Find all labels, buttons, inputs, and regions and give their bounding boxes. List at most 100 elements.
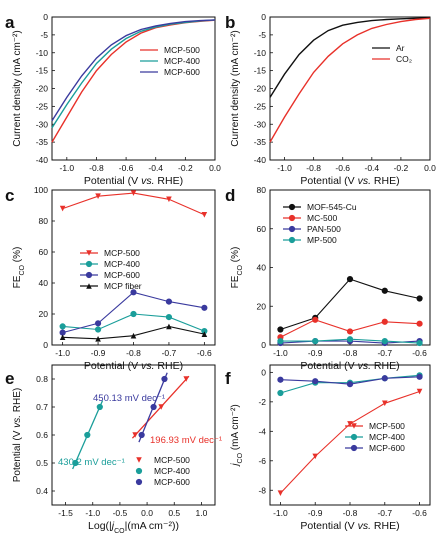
data-point: [346, 328, 354, 335]
legend-marker: [135, 478, 143, 486]
y-tick-label: 0.7: [36, 402, 48, 412]
data-point: [312, 338, 319, 345]
x-tick-label: -0.4: [148, 163, 163, 173]
data-point: [312, 316, 319, 323]
legend-marker: [85, 260, 93, 268]
series-1: [269, 17, 431, 98]
x-tick-label: -1.0: [59, 163, 74, 173]
data-point: [138, 431, 145, 439]
x-tick-label: -0.7: [162, 348, 177, 358]
legend-item: MCP fiber: [80, 281, 142, 291]
series-2: [51, 19, 216, 129]
y-tick-label: -40: [36, 155, 49, 165]
data-point: [84, 431, 91, 439]
slope-annotation: 430.2 mV dec⁻¹: [58, 457, 125, 468]
data-point: [95, 193, 101, 199]
x-tick-label: 0.0: [141, 508, 153, 518]
y-tick-label: -6: [258, 456, 266, 466]
x-axis-label: Log(|jCO|(mA cm⁻²)): [88, 520, 179, 533]
x-tick-label: -0.9: [91, 348, 106, 358]
x-tick-label: -0.8: [126, 348, 141, 358]
legend-label: Ar: [396, 43, 405, 53]
y-tick-label: -30: [36, 119, 49, 129]
series-3: [138, 372, 168, 443]
legend-label: MC-500: [307, 213, 338, 223]
data-point: [94, 326, 102, 333]
series-2: [277, 316, 423, 341]
data-point: [166, 196, 172, 203]
x-tick-label: -0.2: [178, 163, 193, 173]
y-tick-label: -40: [254, 155, 267, 165]
series-1: [59, 190, 208, 218]
series-line: [280, 278, 420, 331]
y-tick-label: -35: [36, 137, 49, 147]
data-point: [277, 389, 284, 397]
panel-d: d -1.0 -0.9 -0.8 -0.7 -0.6 0 20 40 60 80 Potential …: [225, 185, 431, 372]
legend-marker: [136, 457, 142, 463]
y-tick-label: 0: [261, 367, 266, 377]
legend-marker: [351, 423, 357, 429]
panel-a: a -1.0 -0.8 -0.6 -0.4 -0.2 0.0 0 -5 -10 -15 -20 -25 -…: [5, 12, 221, 187]
series-2: [72, 400, 104, 470]
x-tick-label: -1.5: [58, 508, 73, 518]
legend-marker: [350, 444, 358, 452]
y-tick-label: -35: [254, 137, 267, 147]
legend-label: MCP-400: [104, 259, 140, 269]
y-tick-label: -30: [254, 119, 267, 129]
x-tick-label: -0.8: [306, 163, 321, 173]
y-tick-label: -10: [36, 48, 49, 58]
legend-item: MCP-400: [80, 259, 140, 269]
series-line: [51, 19, 216, 129]
legend-label: MCP-400: [154, 466, 190, 476]
legend-item: MOF-545-Cu: [283, 202, 357, 212]
data-point: [416, 320, 423, 327]
legend-label: MCP-500: [154, 455, 190, 465]
x-tick-label: -0.7: [377, 348, 392, 358]
legend-marker: [135, 467, 143, 475]
legend-label: MOF-545-Cu: [307, 202, 357, 212]
y-tick-label: 0: [43, 12, 48, 22]
y-tick-label: 0.4: [36, 486, 48, 496]
data-point: [150, 403, 157, 411]
panel-letter: e: [5, 369, 14, 388]
y-tick-label: -2: [258, 397, 266, 407]
x-tick-label: -0.4: [364, 163, 379, 173]
y-axis-label: Current density (mA cm⁻²): [230, 30, 241, 146]
legend-marker: [350, 433, 358, 441]
x-tick-label: -0.8: [343, 508, 358, 518]
y-axis-label: jCO (mA cm⁻²): [230, 404, 244, 467]
x-axis-label: Potential (V vs. RHE): [84, 360, 183, 372]
x-tick-label: -0.2: [394, 163, 409, 173]
data-point: [381, 400, 388, 407]
legend-item: MCP-600: [345, 443, 405, 453]
legend-label: MCP-500: [104, 248, 140, 258]
legend-marker: [86, 250, 92, 256]
y-tick-label: -25: [36, 101, 49, 111]
x-tick-label: -0.9: [308, 508, 323, 518]
y-tick-label: 0: [261, 12, 266, 22]
data-point: [94, 320, 102, 327]
panel-letter: d: [225, 186, 235, 205]
series-line: [269, 17, 431, 143]
plot-frame: [269, 189, 431, 346]
legend-item: MCP-400: [135, 466, 190, 476]
plot-frame: [51, 16, 216, 161]
y-tick-label: 40: [39, 278, 49, 288]
x-tick-label: -0.6: [412, 348, 427, 358]
x-tick-label: 0.0: [424, 163, 436, 173]
y-tick-label: 0.6: [36, 430, 48, 440]
series-4: [59, 323, 208, 342]
data-point: [312, 378, 319, 385]
x-tick-label: 0.0: [209, 163, 221, 173]
y-axis-label: FECO (%): [12, 247, 26, 289]
series-3: [51, 19, 216, 122]
data-point: [158, 404, 165, 410]
data-point: [381, 338, 388, 345]
panel-letter: a: [5, 13, 15, 32]
y-tick-label: -20: [254, 84, 267, 94]
x-axis-label: Potential (V vs. RHE): [300, 175, 399, 187]
legend-item: MCP-400: [345, 432, 405, 442]
